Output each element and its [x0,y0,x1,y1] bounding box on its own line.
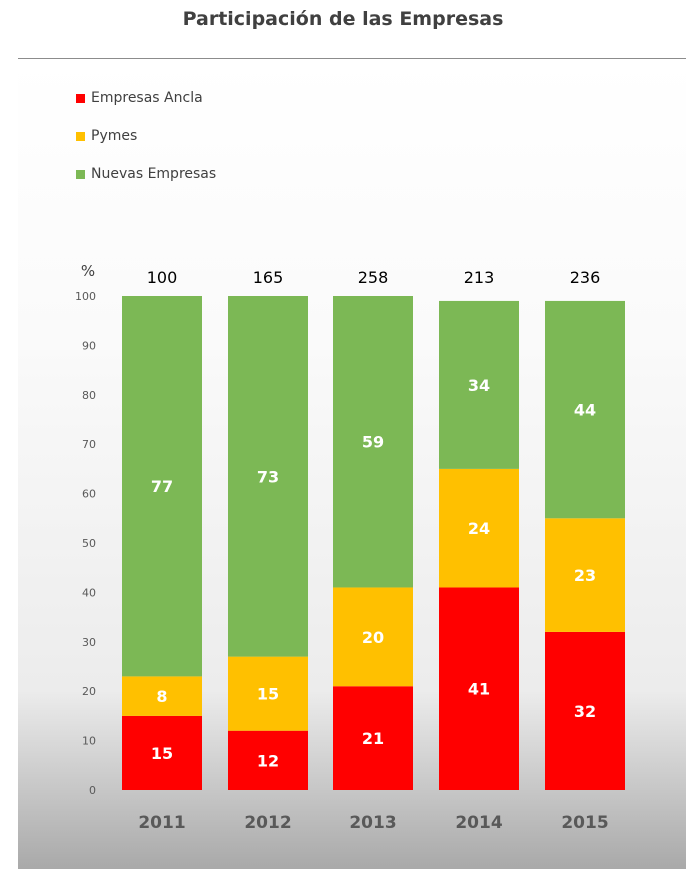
data-label: 32 [574,702,596,721]
data-label: 12 [257,751,279,770]
data-label: 8 [156,687,167,706]
data-label: 23 [574,566,596,585]
legend-swatch-empresas-ancla [76,93,85,103]
data-label: 73 [257,467,279,486]
y-tick-label: 20 [82,685,96,698]
x-tick-label: 2014 [455,813,502,833]
y-tick-label: 50 [82,537,96,550]
data-label: 21 [362,729,384,748]
legend-label-nuevas-empresas: Nuevas Empresas [91,166,217,182]
legend-label-empresas-ancla: Empresas Ancla [91,90,203,106]
data-label: 34 [468,376,490,395]
data-label: 77 [151,477,173,496]
data-label: 41 [468,680,490,699]
total-label: 236 [570,268,601,287]
data-label: 59 [362,433,384,452]
bar-segment-pymes [122,676,202,716]
bar-segment-pymes [333,587,413,687]
y-tick-label: 100 [75,290,96,303]
data-label: 15 [151,744,173,763]
y-tick-label: 90 [82,339,96,352]
data-label: 24 [468,519,490,538]
legend-item-pymes: Pymes [76,126,216,146]
total-label: 100 [147,268,178,287]
total-label: 165 [253,268,284,287]
bar-segment-pymes [545,518,625,632]
data-label: 20 [362,628,384,647]
total-label: 258 [358,268,389,287]
bar-segment-empresas-ancla [333,686,413,790]
total-label: 213 [464,268,495,287]
x-tick-label: 2013 [349,813,396,833]
legend-item-empresas-ancla: Empresas Ancla [76,88,216,108]
y-axis: 0 10 20 30 40 50 60 70 80 90 100 [75,290,96,797]
header-divider [18,58,686,59]
bar-segment-empresas-ancla [122,715,202,790]
y-tick-label: 80 [82,389,96,402]
bars: 15 8 77 12 15 73 21 20 59 41 24 34 32 23 44 [122,296,625,790]
y-tick-label: 0 [89,784,96,797]
bar-segment-nuevas-empresas [122,296,202,677]
y-tick-label: 60 [82,488,96,501]
data-label: 15 [257,685,279,704]
bar-segment-pymes [439,468,519,588]
legend-item-nuevas-empresas: Nuevas Empresas [76,164,216,184]
legend-swatch-nuevas-empresas [76,169,85,179]
bar-segment-pymes [228,656,308,731]
chart-legend: Empresas Ancla Pymes Nuevas Empresas [76,88,216,202]
legend-label-pymes: Pymes [91,128,138,144]
data-label: 44 [574,401,596,420]
bar-segment-empresas-ancla [228,730,308,790]
y-tick-label: 70 [82,438,96,451]
total-labels: 100 165 258 213 236 [147,268,601,287]
chart-header: Participación de las Empresas [0,0,686,58]
bar-segment-nuevas-empresas [439,300,519,469]
bar-segment-empresas-ancla [545,631,625,790]
bar-segment-nuevas-empresas [333,296,413,588]
x-axis: 2011 2012 2013 2014 2015 [138,813,608,833]
chart-title: Participación de las Empresas [182,8,504,30]
y-tick-label: 40 [82,586,96,599]
bar-segment-nuevas-empresas [228,296,308,657]
y-tick-label: 10 [82,735,96,748]
bar-segment-nuevas-empresas [545,300,625,519]
x-tick-label: 2015 [561,813,608,833]
legend-swatch-pymes [76,131,85,141]
y-axis-unit-label: % [81,262,95,280]
y-tick-label: 30 [82,636,96,649]
x-tick-label: 2011 [138,813,185,833]
x-tick-label: 2012 [244,813,291,833]
bar-segment-empresas-ancla [439,587,519,790]
